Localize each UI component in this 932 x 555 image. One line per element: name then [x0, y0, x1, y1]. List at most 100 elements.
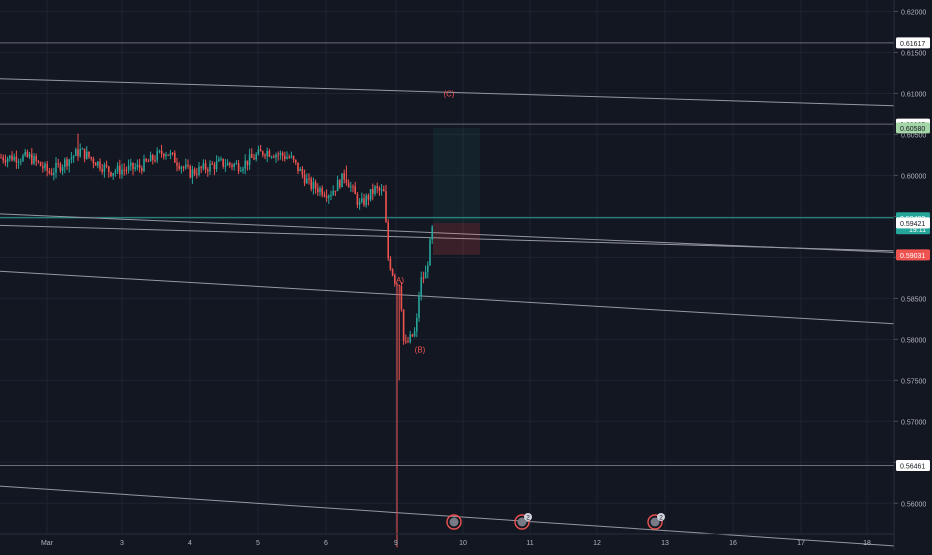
trend-lines[interactable]: [0, 78, 895, 547]
candle-body: [26, 151, 29, 157]
trend-line[interactable]: [0, 270, 895, 325]
candle-body: [383, 189, 385, 192]
candle-body: [187, 164, 189, 167]
event-badge-count: 2: [659, 515, 663, 522]
candle-body: [28, 154, 31, 157]
price-label-tag[interactable]: [896, 459, 930, 471]
candle-body: [411, 334, 414, 337]
candle-body: [365, 195, 367, 206]
trend-line[interactable]: [0, 485, 895, 547]
candle-body: [418, 295, 420, 318]
candle-body: [350, 186, 352, 188]
candle-body: [88, 151, 90, 158]
price-label-text: 0.59421: [900, 221, 925, 228]
candle-body: [396, 283, 398, 286]
candle-body: [264, 155, 266, 157]
price-tick-label: 0.56000: [901, 501, 926, 508]
price-label-tag[interactable]: [896, 217, 930, 229]
trend-line[interactable]: [0, 213, 895, 253]
candle-body: [356, 194, 359, 205]
candle-body: [222, 158, 224, 167]
position-box[interactable]: [433, 127, 480, 255]
candle-body: [380, 189, 383, 191]
candle-body: [66, 159, 68, 167]
event-marker-ring[interactable]: [446, 514, 462, 530]
time-axis[interactable]: Mar 3 4 5 6 9 10 11 12 13 16 17 18: [0, 533, 894, 547]
candle-body: [158, 150, 161, 152]
candle-body: [363, 198, 365, 206]
candle-body: [112, 173, 114, 176]
candle-body: [427, 265, 429, 272]
price-label-text: 19:11: [909, 227, 926, 234]
candle-body: [224, 165, 227, 167]
candle-body: [4, 160, 7, 163]
candle-body: [17, 161, 20, 163]
candle-body: [101, 168, 103, 172]
price-label-tag[interactable]: [896, 249, 930, 261]
candle-body: [154, 160, 156, 162]
price-label-text: 0.59031: [900, 253, 925, 260]
event-marker-icon: [449, 517, 459, 527]
candle-body: [145, 158, 147, 162]
price-tick-label: 0.61000: [901, 91, 926, 98]
candles: [0, 133, 433, 548]
candle-body: [138, 164, 141, 168]
candle-body: [268, 151, 271, 157]
candle-body: [231, 164, 233, 167]
candle-body: [389, 258, 392, 270]
candle-body: [244, 160, 246, 169]
candle-body: [165, 154, 167, 157]
candle-body: [171, 152, 174, 154]
grid: [0, 0, 894, 534]
candle-body: [213, 164, 216, 170]
candle-body: [308, 178, 310, 180]
candle-body: [310, 178, 312, 189]
event-marker-ring[interactable]: [514, 514, 530, 530]
time-tick-label: 10: [459, 540, 467, 547]
trend-line[interactable]: [0, 224, 895, 252]
price-label-tag[interactable]: [896, 37, 930, 49]
candle-body: [220, 158, 222, 160]
candle-body: [169, 152, 172, 156]
price-label-text: 0.60580: [900, 126, 925, 133]
candle-body: [240, 170, 242, 172]
candle-body: [246, 160, 249, 166]
candle-body: [97, 161, 99, 166]
candle-body: [83, 148, 86, 159]
candle-body: [79, 149, 81, 157]
time-tick-label: 12: [593, 540, 601, 547]
price-tick-label: 0.57000: [901, 419, 926, 426]
position-target-zone[interactable]: [433, 127, 480, 223]
price-label-tag[interactable]: [896, 122, 930, 134]
price-tick-label: 0.58500: [901, 296, 926, 303]
event-marker-ring[interactable]: [647, 514, 663, 530]
candle-body: [64, 159, 66, 167]
candle-body: [59, 164, 62, 171]
candle-body: [110, 172, 112, 176]
candle-body: [167, 154, 169, 156]
candle-body: [413, 331, 416, 337]
candle-body: [343, 173, 345, 180]
wave-labels: (C) A) (B): [396, 90, 455, 355]
event-badge: [524, 513, 532, 521]
price-axis[interactable]: 0.620000.615000.610000.605000.600000.595…: [893, 0, 930, 550]
candle-body: [215, 161, 218, 170]
candle-body: [209, 163, 211, 172]
time-tick-label: 5: [256, 540, 260, 547]
candle-body: [229, 162, 231, 165]
candle-body: [46, 163, 48, 171]
trend-line[interactable]: [0, 78, 895, 107]
candle-body: [358, 201, 361, 205]
candle-body: [398, 285, 400, 287]
candle-body: [306, 178, 308, 184]
candle-body: [319, 188, 321, 193]
horizontal-levels[interactable]: [0, 42, 894, 466]
candle-body: [156, 151, 158, 161]
time-tick-label: 13: [661, 540, 669, 547]
candle-body: [420, 277, 422, 296]
position-stop-zone[interactable]: [433, 222, 480, 255]
candle-body: [409, 334, 411, 343]
